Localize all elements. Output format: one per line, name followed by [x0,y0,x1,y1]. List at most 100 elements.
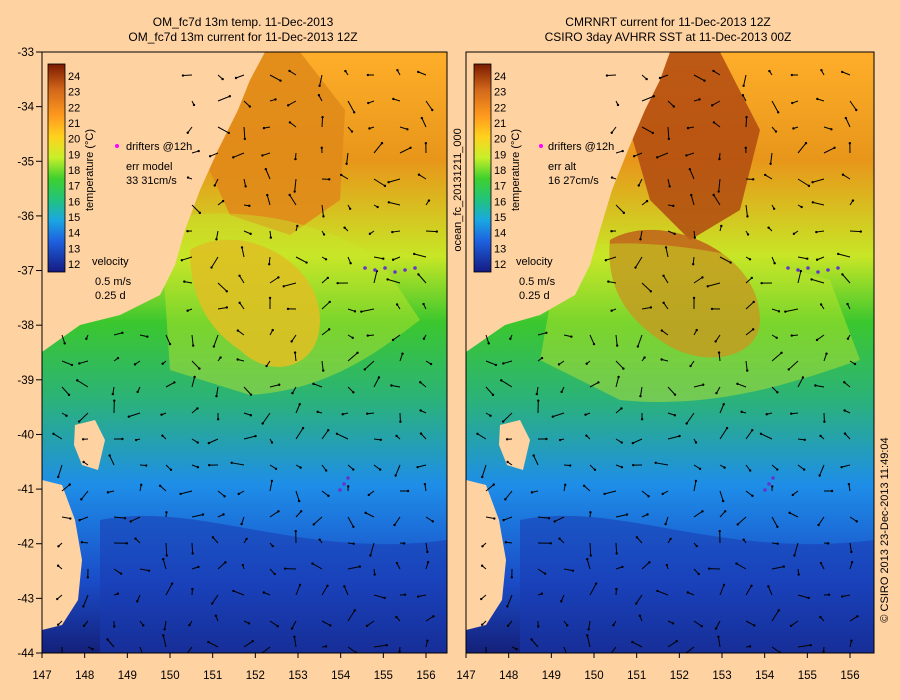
velocity-arrow [243,386,252,395]
velocity-arrow [589,583,597,596]
velocity-arrow [269,384,280,388]
velocity-arrow-head [816,97,819,101]
velocity-arrow [737,383,747,388]
velocity-arrow-head [848,142,852,145]
velocity-arrow-head [406,128,409,131]
velocity-arrow-head [622,211,626,215]
velocity-arrow-head [228,95,232,98]
velocity-arrow-head [293,190,296,193]
velocity-arrow [771,610,780,622]
velocity-arrow-head [748,645,752,648]
x-tick-label: 148 [75,670,94,682]
velocity-arrow [686,412,695,424]
velocity-arrow-head [481,545,484,548]
velocity-arrow-head [789,624,793,628]
velocity-arrow-head [772,207,776,210]
velocity-arrow [231,462,245,466]
velocity-arrow-head [672,204,675,208]
velocity-arrow [661,330,669,336]
velocity-arrow-head [811,181,814,184]
velocity-arrow [269,276,279,284]
velocity-arrow [340,174,349,180]
velocity-arrow-head [85,337,88,341]
velocity-arrow [737,516,747,525]
colorbar-tick-label: 16 [494,196,506,208]
velocity-arrow-head [293,351,297,354]
velocity-arrow [295,490,300,502]
velocity-arrow-head [297,499,301,503]
velocity-arrow-head [368,127,371,130]
velocity-arrow-head [406,489,410,493]
left-drifters-label: drifters @12h [126,141,192,153]
velocity-arrow [294,178,297,192]
velocity-arrow-head [170,582,174,585]
velocity-arrow-head [241,563,245,567]
velocity-arrow-head [643,356,646,359]
velocity-arrow-head [270,441,274,444]
velocity-arrow-head [52,432,55,436]
velocity-arrow [217,306,227,310]
velocity-arrow-head [293,635,296,638]
velocity-arrow-head [742,84,745,87]
velocity-arrow-head [710,104,714,107]
velocity-arrow-head [180,259,184,262]
velocity-arrow-head [773,262,776,265]
velocity-arrow-head [504,498,507,501]
velocity-arrow [295,510,302,518]
velocity-arrow-head [127,415,131,418]
velocity-arrow [667,126,670,139]
velocity-arrow [537,568,546,575]
velocity-arrow [289,122,297,128]
velocity-arrow [849,100,857,111]
velocity-arrow [719,584,725,596]
velocity-arrow [764,174,773,180]
velocity-arrow [313,516,323,525]
velocity-arrow [815,385,825,388]
velocity-arrow-head [615,344,619,347]
velocity-arrow-head [686,591,690,594]
velocity-arrow-head [662,301,665,305]
velocity-arrow-head [343,226,346,229]
velocity-arrow-head [134,438,138,442]
velocity-arrow-head [419,432,423,435]
velocity-arrow-head [366,412,369,415]
velocity-arrow [78,412,89,422]
velocity-arrow-head [108,454,111,457]
velocity-arrow-head [714,627,718,630]
velocity-arrow-head [78,362,81,365]
velocity-arrow [319,74,323,86]
velocity-arrow-head [57,545,60,548]
velocity-arrow-head [283,567,287,570]
velocity-arrow-head [690,193,693,197]
velocity-arrow-head [722,403,725,406]
velocity-arrow-head [294,529,297,533]
right-err-value: 16 27cm/s [548,175,599,187]
velocity-arrow [693,276,703,284]
velocity-arrow-head [183,280,186,283]
colorbar-tick-label: 18 [68,165,80,177]
velocity-arrow-head [703,79,706,82]
velocity-arrow-head [165,554,168,557]
velocity-arrow-head [540,592,544,595]
velocity-arrow [392,230,401,233]
velocity-arrow [237,330,245,336]
velocity-arrow-head [750,584,753,587]
velocity-arrow-head [765,413,768,416]
velocity-arrow-head [423,483,427,486]
velocity-arrow-head [383,184,387,188]
velocity-arrow [693,510,703,518]
velocity-arrow-head [403,593,407,596]
velocity-arrow [262,412,271,424]
velocity-arrow-head [843,432,847,435]
colorbar-tick-label: 12 [494,259,506,271]
velocity-arrow-head [815,258,819,261]
velocity-arrow [109,455,115,466]
velocity-arrow-head [249,393,253,396]
velocity-arrow [217,490,225,497]
velocity-arrow [184,281,193,284]
velocity-arrow-head [694,441,698,444]
velocity-arrow-head [810,278,813,281]
velocity-arrow-head [717,351,721,354]
velocity-arrow-head [299,510,303,513]
